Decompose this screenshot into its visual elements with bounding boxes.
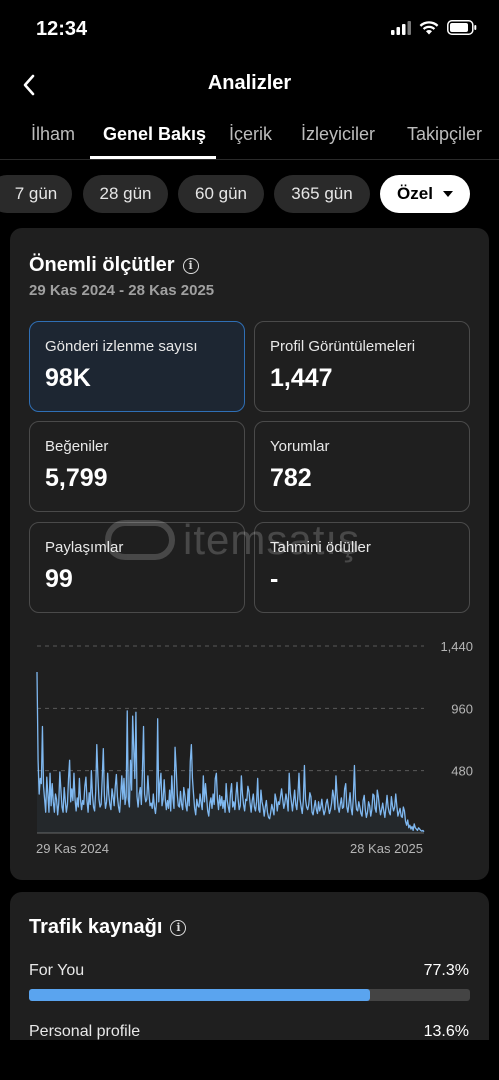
back-button[interactable] xyxy=(14,70,44,100)
traffic-source-value: 77.3% xyxy=(423,962,469,979)
metric-label: Yorumlar xyxy=(270,438,330,455)
metric-comments[interactable]: Yorumlar 782 xyxy=(254,421,470,512)
metric-value: 98K xyxy=(45,364,91,392)
metric-label: Gönderi izlenme sayısı xyxy=(45,338,198,355)
watermark-logo-icon xyxy=(105,520,175,560)
metric-estimated-rewards[interactable]: Tahmini ödüller - xyxy=(254,522,470,613)
metric-post-views[interactable]: Gönderi izlenme sayısı 98K xyxy=(29,321,245,412)
pill-label: 7 gün xyxy=(14,184,58,203)
page-title: Analizler xyxy=(207,72,292,94)
watermark-text: itemsatış xyxy=(183,516,361,563)
y-tick-label: 960 xyxy=(451,701,473,716)
traffic-title: Trafik kaynağı i xyxy=(29,916,187,939)
tab-takipciler[interactable]: Takipçiler xyxy=(407,124,483,144)
views-series-line xyxy=(36,671,425,833)
pill-7-days[interactable]: 7 gün xyxy=(0,175,72,213)
key-metrics-card: Önemli ölçütler i 29 Kas 2024 - 28 Kas 2… xyxy=(10,228,489,880)
metric-shares[interactable]: Paylaşımlar 99 xyxy=(29,522,245,613)
pill-custom[interactable]: Özel xyxy=(380,175,470,213)
status-bar: 12:34 xyxy=(0,0,499,60)
pill-label: 365 gün xyxy=(291,184,353,203)
x-end-label: 28 Kas 2025 xyxy=(350,841,423,856)
tab-ilham[interactable]: İlham xyxy=(31,124,76,144)
status-time: 12:34 xyxy=(36,18,88,40)
traffic-title-text: Trafik kaynağı xyxy=(29,916,163,938)
chart-area-fill xyxy=(37,671,424,833)
tab-izleyiciler[interactable]: İzleyiciler xyxy=(301,124,376,144)
cellular-signal-icon xyxy=(391,20,411,35)
pill-365-days[interactable]: 365 gün xyxy=(274,175,370,213)
metric-label: Paylaşımlar xyxy=(45,539,124,556)
wifi-icon xyxy=(419,20,439,34)
tab-genel-bakis[interactable]: Genel Bakış xyxy=(103,124,207,144)
metric-value: - xyxy=(270,565,279,593)
x-start-label: 29 Kas 2024 xyxy=(36,841,109,856)
metric-value: 782 xyxy=(270,464,312,492)
metric-label: Profil Görüntülemeleri xyxy=(270,338,416,355)
traffic-source-card: Trafik kaynağı i For You 77.3% Personal … xyxy=(10,892,489,1052)
traffic-source-label: For You xyxy=(29,962,85,979)
active-tab-indicator xyxy=(90,156,216,159)
status-icons xyxy=(391,20,477,35)
metric-value: 1,447 xyxy=(270,364,333,392)
traffic-source-bar xyxy=(29,989,470,1001)
metric-profile-views[interactable]: Profil Görüntülemeleri 1,447 xyxy=(254,321,470,412)
pill-60-days[interactable]: 60 gün xyxy=(178,175,264,213)
tab-bar: İlham Genel Bakış İçerik İzleyiciler Tak… xyxy=(0,112,499,160)
metric-label: Beğeniler xyxy=(45,438,109,455)
pill-28-days[interactable]: 28 gün xyxy=(83,175,168,213)
watermark: itemsatış xyxy=(105,516,360,564)
chevron-left-icon xyxy=(23,74,35,96)
y-tick-label: 480 xyxy=(451,764,473,779)
metric-likes[interactable]: Beğeniler 5,799 xyxy=(29,421,245,512)
traffic-source-bar-fill xyxy=(29,989,370,1001)
traffic-source-label: Personal profile xyxy=(29,1023,141,1040)
header: Analizler xyxy=(0,62,499,108)
caret-down-icon xyxy=(442,191,453,197)
pill-label: 28 gün xyxy=(99,184,152,203)
pill-label: Özel xyxy=(397,184,433,203)
info-icon[interactable]: i xyxy=(170,919,187,936)
traffic-source-value: 13.6% xyxy=(423,1023,469,1040)
metric-value: 5,799 xyxy=(45,464,108,492)
key-metrics-title-text: Önemli ölçütler xyxy=(29,254,175,276)
period-selector: 7 gün 28 gün 60 gün 365 gün Özel xyxy=(0,175,499,213)
tab-icerik[interactable]: İçerik xyxy=(229,124,273,144)
pill-label: 60 gün xyxy=(195,184,247,203)
metric-value: 99 xyxy=(45,565,73,593)
y-tick-label: 1,440 xyxy=(440,639,473,654)
battery-icon xyxy=(447,20,477,35)
key-metrics-title: Önemli ölçütler i xyxy=(29,254,199,277)
date-range: 29 Kas 2024 - 28 Kas 2025 xyxy=(29,282,215,299)
info-icon[interactable]: i xyxy=(182,257,199,274)
bottom-mask xyxy=(0,1040,499,1080)
metric-label: Tahmini ödüller xyxy=(270,539,371,556)
views-line-chart[interactable]: 1,440 960 480 29 Kas 2024 28 Kas 2025 xyxy=(29,633,474,868)
